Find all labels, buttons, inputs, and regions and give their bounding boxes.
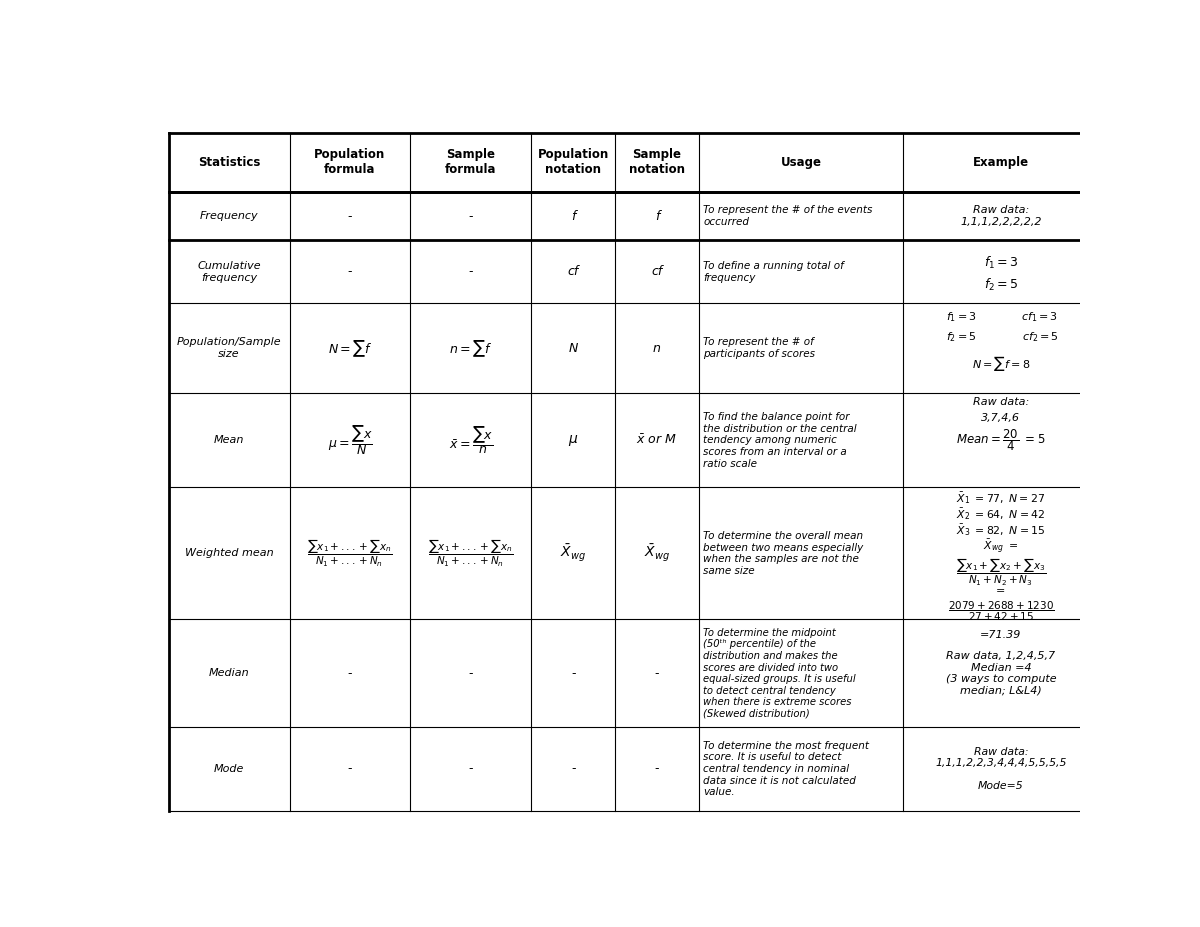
Text: $cf_2=5$: $cf_2=5$ (1021, 330, 1058, 344)
Text: cf: cf (568, 265, 578, 278)
Text: Usage: Usage (780, 156, 822, 169)
Text: -: - (348, 763, 353, 776)
Text: Mean: Mean (214, 436, 245, 445)
Text: 3,7,4,6: 3,7,4,6 (982, 413, 1020, 423)
Text: -: - (655, 667, 659, 679)
Text: Mean$=\dfrac{20}{4}\ =5$: Mean$=\dfrac{20}{4}\ =5$ (956, 427, 1045, 453)
Text: Example: Example (973, 156, 1030, 169)
Text: -: - (469, 667, 473, 679)
Text: To represent the # of the events
occurred: To represent the # of the events occurre… (703, 205, 872, 227)
Text: -: - (571, 763, 576, 776)
Text: $n=\sum f$: $n=\sum f$ (449, 338, 492, 359)
Text: To find the balance point for
the distribution or the central
tendency among num: To find the balance point for the distri… (703, 413, 857, 469)
Text: Raw data:: Raw data: (973, 397, 1030, 407)
Text: $\bar{X}_2\ =64,\ N=42$: $\bar{X}_2\ =64,\ N=42$ (956, 506, 1045, 522)
Text: Median: Median (209, 668, 250, 679)
Text: $N=\sum f=8$: $N=\sum f=8$ (972, 354, 1030, 374)
Text: -: - (469, 265, 473, 278)
Text: $\mu$: $\mu$ (568, 433, 578, 448)
Text: $\dfrac{\sum x_1+...+\sum x_n}{N_1+...+N_n}$: $\dfrac{\sum x_1+...+\sum x_n}{N_1+...+N… (307, 538, 392, 569)
Text: Weighted mean: Weighted mean (185, 549, 274, 558)
Text: Sample
formula: Sample formula (445, 148, 497, 176)
Text: cf: cf (652, 265, 662, 278)
Text: n: n (653, 342, 661, 355)
Text: -: - (348, 667, 353, 679)
Text: $\dfrac{2079+2688+1230}{27+42+15}$: $\dfrac{2079+2688+1230}{27+42+15}$ (948, 600, 1055, 623)
Text: -: - (469, 210, 473, 222)
Text: Mode: Mode (214, 764, 245, 774)
Text: $\mu=\dfrac{\sum x}{N}$: $\mu=\dfrac{\sum x}{N}$ (328, 424, 372, 457)
Text: Raw data, 1,2,4,5,7
Median =4
(3 ways to compute
median; L&L4): Raw data, 1,2,4,5,7 Median =4 (3 ways to… (946, 651, 1056, 696)
Text: To represent the # of
participants of scores: To represent the # of participants of sc… (703, 337, 815, 359)
Text: N: N (569, 342, 578, 355)
Text: -: - (571, 667, 576, 679)
Text: $\bar{x}=\dfrac{\sum x}{n}$: $\bar{x}=\dfrac{\sum x}{n}$ (449, 425, 493, 456)
Text: $\dfrac{\sum x_1+\sum x_2+\sum x_3}{N_1+N_2+N_3}$: $\dfrac{\sum x_1+\sum x_2+\sum x_3}{N_1+… (955, 556, 1046, 588)
Text: -: - (655, 763, 659, 776)
Text: Population
notation: Population notation (538, 148, 608, 176)
Text: $f_1=3$: $f_1=3$ (984, 255, 1019, 272)
Text: To determine the overall mean
between two means especially
when the samples are : To determine the overall mean between tw… (703, 531, 864, 576)
Text: $\bar{X}_1\ =77,\ N=27$: $\bar{X}_1\ =77,\ N=27$ (956, 490, 1045, 506)
Text: Raw data:
1,1,1,2,2,3,4,4,4,5,5,5,5

Mode=5: Raw data: 1,1,1,2,2,3,4,4,4,5,5,5,5 Mode… (935, 746, 1067, 792)
Text: -: - (348, 265, 353, 278)
Text: $\bar{X}_{wg}$: $\bar{X}_{wg}$ (644, 543, 670, 564)
Text: To define a running total of
frequency: To define a running total of frequency (703, 261, 844, 283)
Text: f: f (655, 210, 659, 222)
Text: Cumulative
frequency: Cumulative frequency (197, 261, 260, 283)
Text: f: f (571, 210, 575, 222)
Text: Sample
notation: Sample notation (629, 148, 685, 176)
Text: $N=\sum f$: $N=\sum f$ (328, 338, 372, 359)
Text: $f_2=5$: $f_2=5$ (947, 330, 977, 344)
Text: =71.39: =71.39 (980, 630, 1021, 641)
Text: Frequency: Frequency (199, 211, 258, 222)
Text: Population
formula: Population formula (314, 148, 385, 176)
Text: Statistics: Statistics (198, 156, 260, 169)
Text: -: - (348, 210, 353, 222)
Text: Raw data:
1,1,1,2,2,2,2,2: Raw data: 1,1,1,2,2,2,2,2 (960, 205, 1042, 227)
Text: $\bar{x}$ or $M$: $\bar{x}$ or $M$ (636, 434, 677, 447)
Text: $cf_1=3$: $cf_1=3$ (1021, 311, 1058, 324)
Text: $f_2=5$: $f_2=5$ (984, 276, 1019, 293)
Text: $f_1=3$: $f_1=3$ (947, 311, 977, 324)
Text: =: = (996, 587, 1006, 597)
Text: $\bar{X}_3\ =82,\ N=15$: $\bar{X}_3\ =82,\ N=15$ (956, 522, 1045, 538)
Text: $\bar{X}_{wg}\ =$: $\bar{X}_{wg}\ =$ (984, 538, 1019, 556)
Text: $\bar{X}_{wg}$: $\bar{X}_{wg}$ (560, 543, 586, 564)
Text: To determine the most frequent
score. It is useful to detect
central tendency in: To determine the most frequent score. It… (703, 741, 869, 797)
Text: Population/Sample
size: Population/Sample size (176, 337, 281, 359)
Text: $\dfrac{\sum x_1+...+\sum x_n}{N_1+...+N_n}$: $\dfrac{\sum x_1+...+\sum x_n}{N_1+...+N… (428, 538, 514, 569)
Text: To determine the midpoint
(50ᵗʰ percentile) of the
distribution and makes the
sc: To determine the midpoint (50ᵗʰ percenti… (703, 628, 856, 719)
Text: -: - (469, 763, 473, 776)
